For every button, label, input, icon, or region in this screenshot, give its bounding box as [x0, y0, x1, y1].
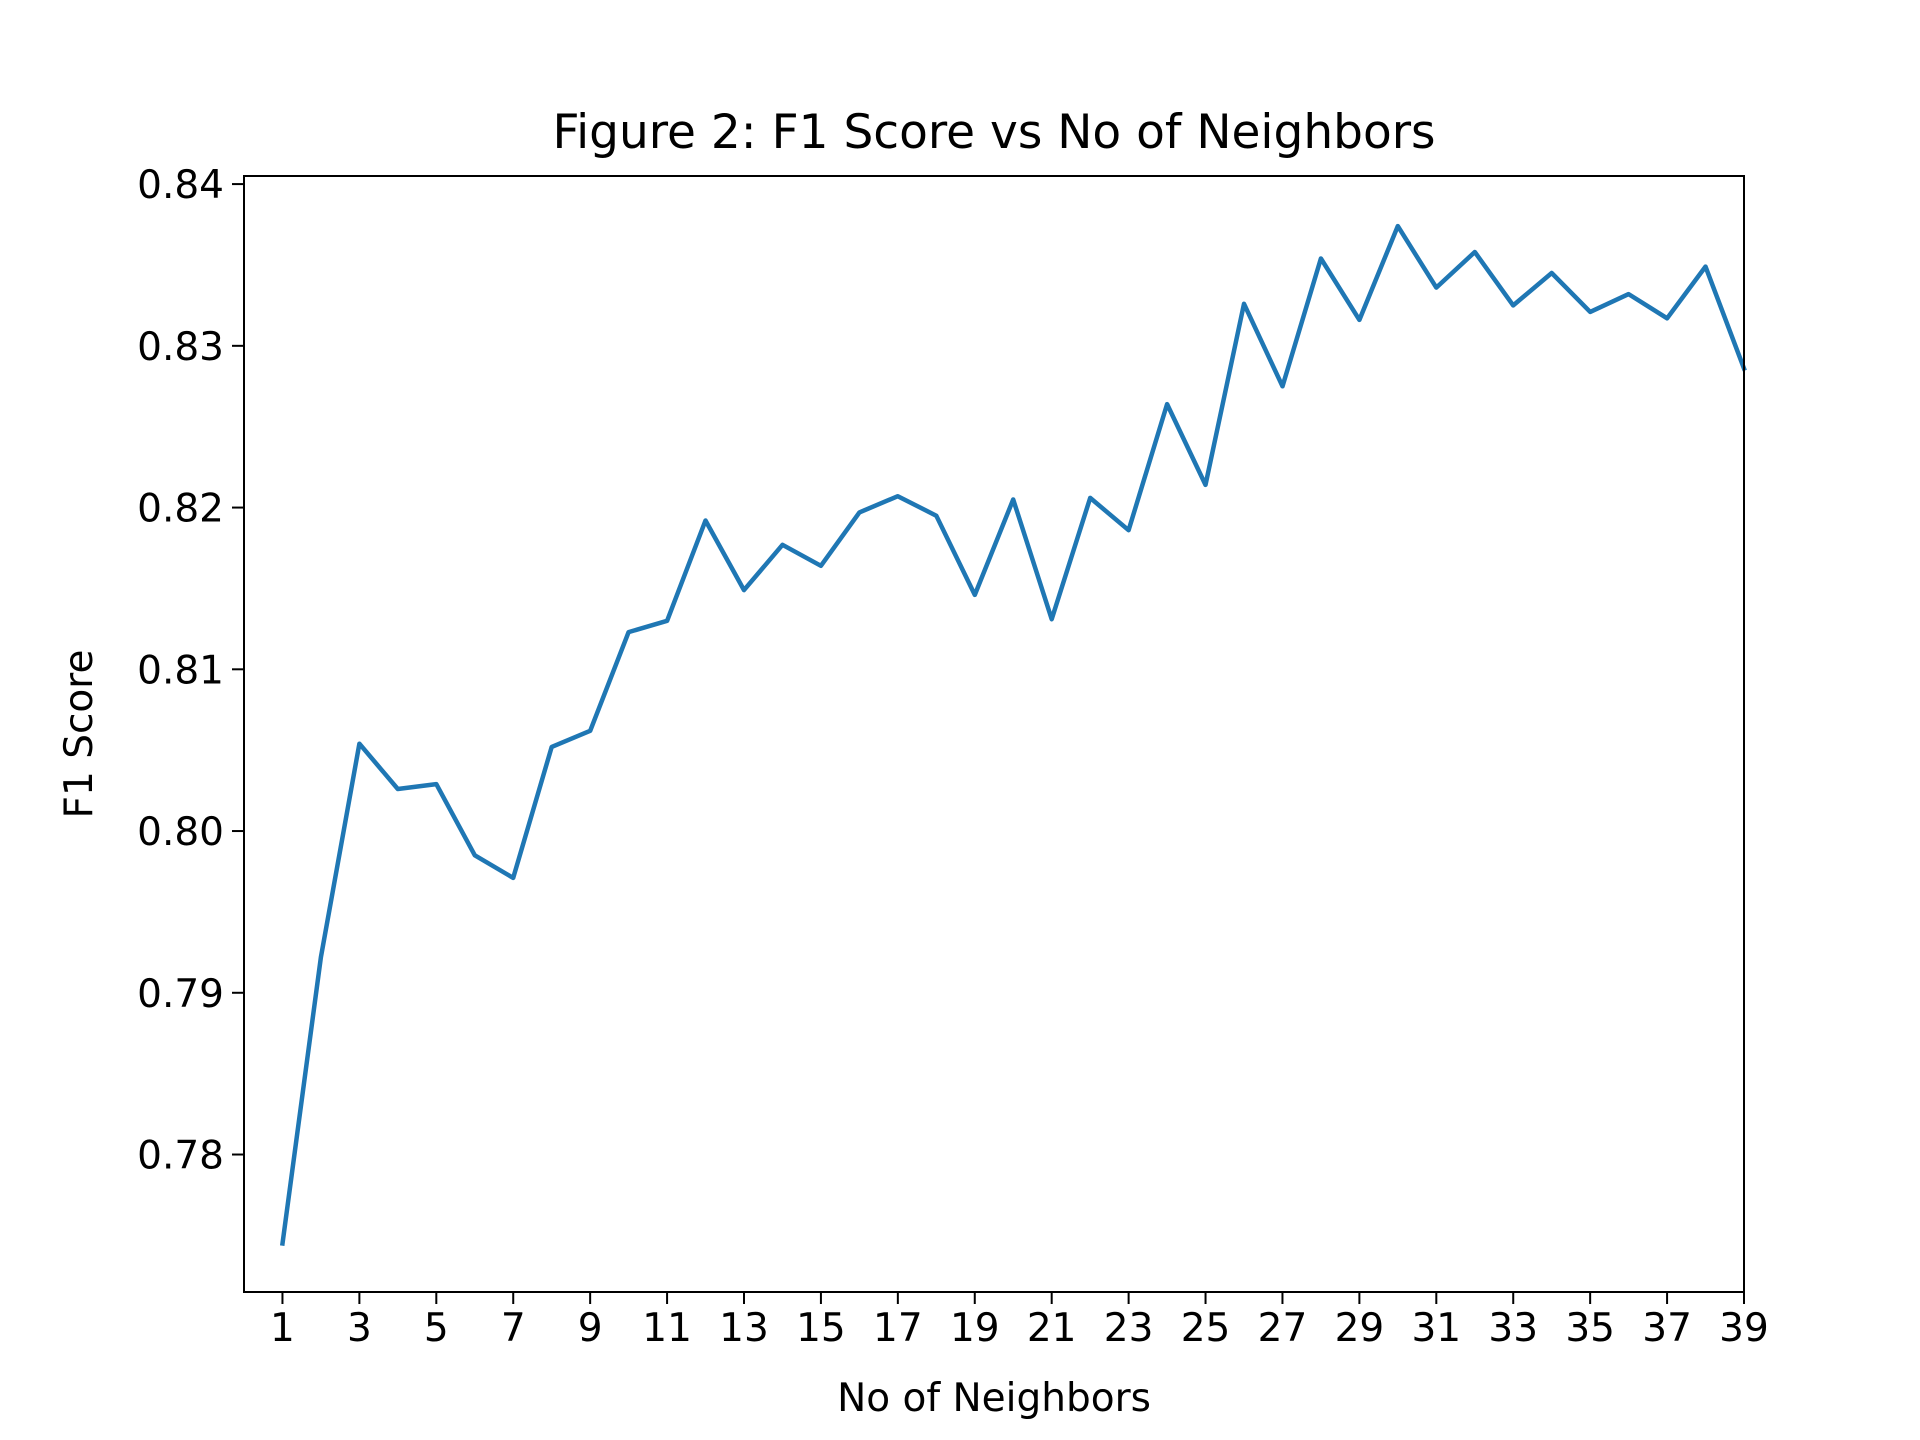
x-tick-label: 15 [796, 1306, 846, 1351]
x-tick-label: 9 [578, 1306, 603, 1351]
x-tick-label: 37 [1642, 1306, 1692, 1351]
x-tick-label: 39 [1719, 1306, 1769, 1351]
x-tick-label: 33 [1488, 1306, 1538, 1351]
y-tick-label: 0.80 [137, 810, 224, 855]
y-tick-label: 0.82 [137, 487, 224, 532]
x-tick-label: 23 [1104, 1306, 1154, 1351]
x-tick-label: 17 [873, 1306, 923, 1351]
x-axis: 1 3 5 7 9 11 13 15 17 19 21 23 25 27 29 31 33 35 37 39 [270, 1292, 1769, 1351]
x-tick-label: 21 [1027, 1306, 1077, 1351]
x-tick-label: 35 [1565, 1306, 1615, 1351]
y-tick-label: 0.83 [137, 325, 224, 370]
x-tick-label: 29 [1335, 1306, 1385, 1351]
x-tick-label: 13 [719, 1306, 769, 1351]
x-tick-label: 7 [501, 1306, 526, 1351]
y-tick-label: 0.81 [137, 648, 224, 693]
y-tick-label: 0.78 [137, 1134, 224, 1179]
chart-title: Figure 2: F1 Score vs No of Neighbors [552, 105, 1435, 160]
y-tick-label: 0.79 [137, 972, 224, 1017]
x-tick-label: 5 [424, 1306, 449, 1351]
x-tick-label: 3 [347, 1306, 372, 1351]
x-tick-label: 19 [950, 1306, 1000, 1351]
plot-area [243, 175, 1747, 1293]
x-tick-label: 1 [270, 1306, 295, 1351]
x-tick-label: 11 [642, 1306, 692, 1351]
plot-frame [243, 175, 1745, 1293]
series-line-0 [279, 223, 1747, 1247]
x-tick-label: 27 [1258, 1306, 1308, 1351]
y-axis: 0.78 0.79 0.80 0.81 0.82 0.83 0.84 [137, 163, 244, 1179]
x-axis-title: No of Neighbors [837, 1376, 1151, 1421]
y-tick-label: 0.84 [137, 163, 224, 208]
x-tick-label: 25 [1181, 1306, 1231, 1351]
y-axis-title: F1 Score [57, 650, 102, 819]
x-tick-label: 31 [1411, 1306, 1461, 1351]
